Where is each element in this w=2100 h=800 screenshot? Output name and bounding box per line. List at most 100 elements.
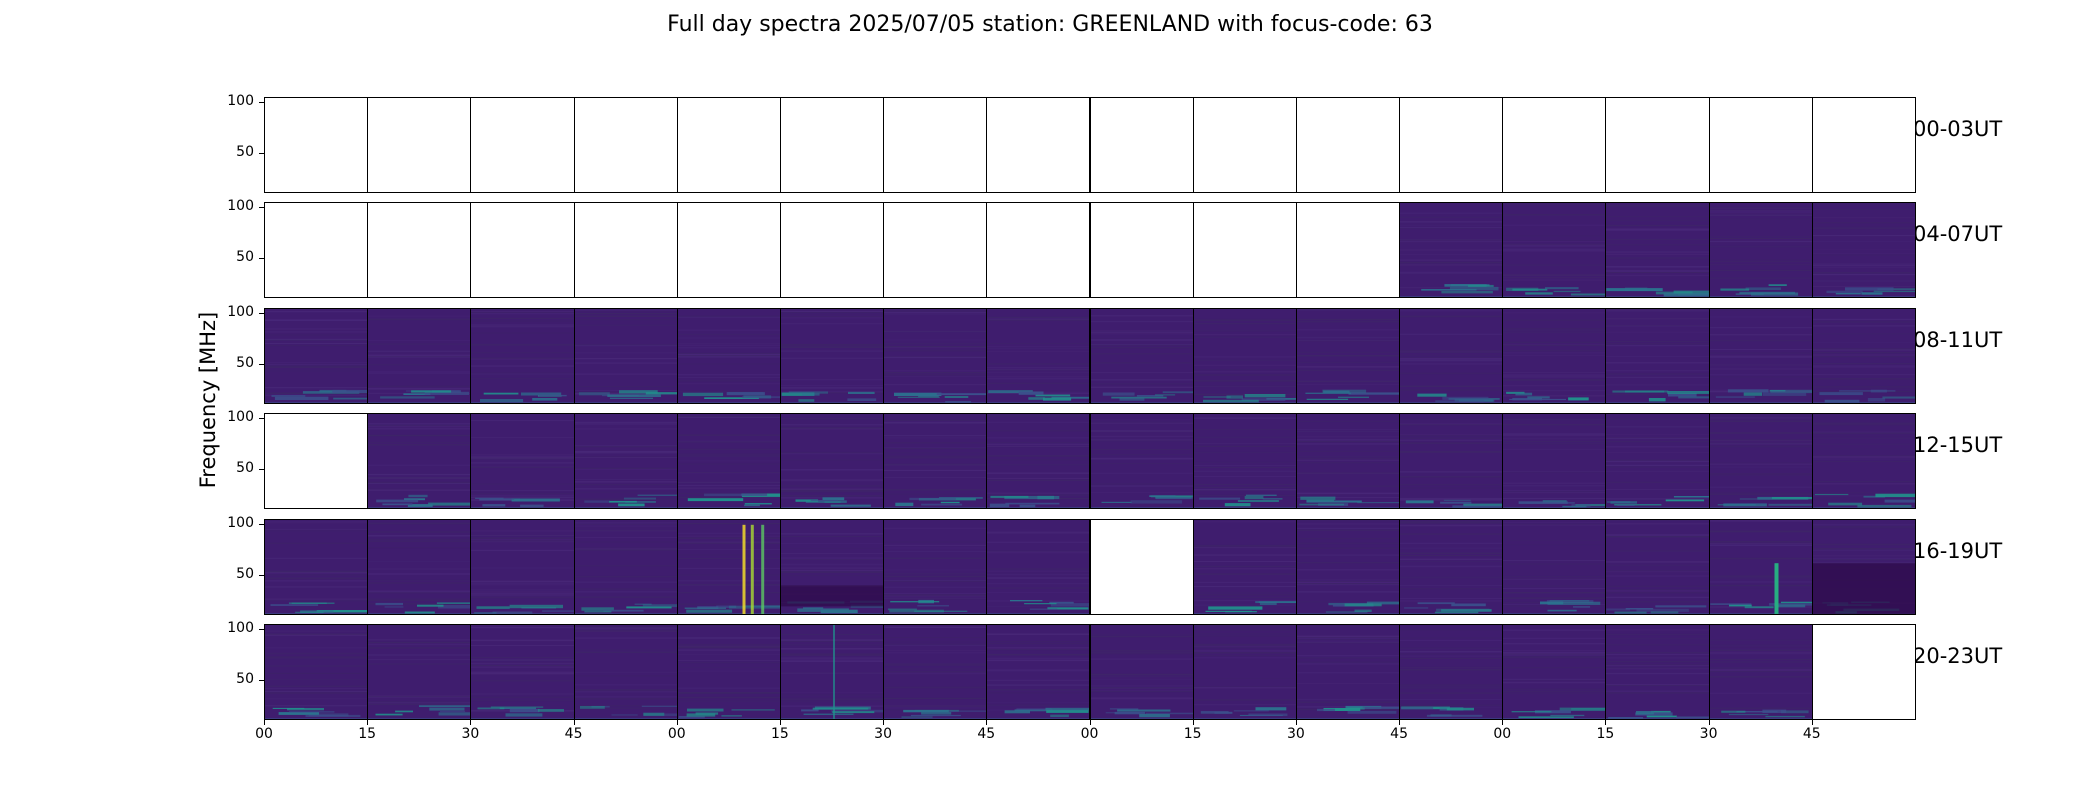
row-label: 00-03UT xyxy=(1913,117,2003,141)
x-tick-label: 15 xyxy=(1596,726,1615,742)
spectrum-heatmap xyxy=(1503,309,1606,403)
spectrum-heatmap xyxy=(574,520,677,614)
y-tick-label: 50 xyxy=(236,459,254,476)
spectrum-panel xyxy=(1192,413,1297,509)
spectrum-heatmap xyxy=(780,309,884,403)
spectrum-panel xyxy=(1089,308,1194,404)
spectrum-panel xyxy=(1605,202,1710,298)
x-tick-label: 30 xyxy=(1699,726,1718,742)
y-tick xyxy=(259,629,264,631)
spectrum-heatmap xyxy=(368,625,471,719)
x-tick-label: 30 xyxy=(461,726,480,742)
spectrum-panel xyxy=(1502,519,1607,615)
spectrum-heatmap xyxy=(1606,414,1709,508)
spectrum-heatmap xyxy=(1400,203,1503,297)
spectrum-heatmap xyxy=(368,520,471,614)
spectrum-heatmap xyxy=(987,414,1090,508)
spectrum-panel xyxy=(1811,519,1916,615)
spectrum-heatmap xyxy=(1193,309,1296,403)
spectrum-heatmap xyxy=(1812,414,1915,508)
empty-panel xyxy=(367,202,472,298)
x-tick xyxy=(1708,720,1710,725)
spectrum-heatmap xyxy=(1709,625,1812,719)
y-tick xyxy=(259,468,264,470)
spectrum-panel xyxy=(779,308,885,404)
spectrum-heatmap xyxy=(1503,625,1606,719)
empty-panel xyxy=(264,413,369,509)
spectrum-heatmap xyxy=(1606,309,1709,403)
spectrum-heatmap xyxy=(368,309,471,403)
spectrum-panel xyxy=(883,519,988,615)
spectrum-heatmap xyxy=(677,625,780,719)
x-tick xyxy=(1605,720,1607,725)
spectrum-heatmap xyxy=(471,414,574,508)
empty-panel xyxy=(1502,97,1607,193)
empty-panel xyxy=(676,202,781,298)
spectrum-heatmap xyxy=(987,625,1090,719)
spectrum-panel xyxy=(779,624,885,720)
spectrum-panel xyxy=(986,308,1091,404)
empty-panel xyxy=(1295,202,1401,298)
spectrum-panel xyxy=(367,413,472,509)
y-tick xyxy=(259,524,264,526)
spectrum-heatmap xyxy=(884,309,987,403)
row-label: 08-11UT xyxy=(1913,328,2003,352)
spectrum-heatmap xyxy=(1090,625,1193,719)
spectrum-heatmap xyxy=(677,309,780,403)
empty-panel xyxy=(1089,202,1194,298)
spectrum-heatmap xyxy=(265,520,368,614)
spectrum-heatmap xyxy=(780,414,884,508)
spectrum-panel xyxy=(1192,308,1297,404)
empty-panel xyxy=(779,97,885,193)
x-tick-label: 45 xyxy=(564,726,583,742)
x-tick-label: 30 xyxy=(1286,726,1305,742)
row-label: 12-15UT xyxy=(1913,433,2003,457)
spectrum-heatmap xyxy=(368,414,471,508)
empty-panel xyxy=(1089,97,1194,193)
y-tick-label: 100 xyxy=(227,198,254,215)
spectrum-heatmap xyxy=(471,625,574,719)
spectrum-panel xyxy=(1502,308,1607,404)
x-tick xyxy=(367,720,369,725)
empty-panel xyxy=(1605,97,1710,193)
row-label: 20-23UT xyxy=(1913,644,2003,668)
x-tick-label: 00 xyxy=(1493,726,1512,742)
spectrum-panel xyxy=(1399,413,1504,509)
spectrum-heatmap xyxy=(1812,203,1915,297)
spectrum-panel xyxy=(676,624,781,720)
chart-title: Full day spectra 2025/07/05 station: GRE… xyxy=(667,12,1433,37)
spectrum-panel xyxy=(1708,624,1813,720)
spectrum-panel xyxy=(573,519,678,615)
spectrum-panel xyxy=(264,519,369,615)
y-tick xyxy=(259,679,264,681)
x-tick xyxy=(1192,720,1194,725)
spectrum-heatmap xyxy=(574,625,677,719)
spectrum-panel xyxy=(1502,413,1607,509)
spectrum-panel xyxy=(1295,624,1401,720)
empty-panel xyxy=(367,97,472,193)
spectrum-heatmap xyxy=(1400,414,1503,508)
x-tick xyxy=(1399,720,1401,725)
spectrum-panel xyxy=(1708,519,1813,615)
spectrum-heatmap xyxy=(677,414,780,508)
y-tick xyxy=(259,418,264,420)
empty-panel xyxy=(470,202,575,298)
spectrum-panel xyxy=(1295,308,1401,404)
spectrum-heatmap xyxy=(1709,414,1812,508)
y-tick-label: 50 xyxy=(236,354,254,371)
y-tick xyxy=(259,313,264,315)
spectrum-panel xyxy=(367,308,472,404)
x-tick xyxy=(1502,720,1504,725)
spectrum-heatmap xyxy=(987,309,1090,403)
spectrum-panel xyxy=(470,413,575,509)
spectrum-panel xyxy=(1811,413,1916,509)
x-tick xyxy=(264,720,265,725)
x-tick-label: 00 xyxy=(255,726,273,742)
row-label: 04-07UT xyxy=(1913,222,2003,246)
empty-panel xyxy=(264,202,369,298)
x-tick xyxy=(779,720,781,725)
spectrum-panel xyxy=(1192,624,1297,720)
x-tick-label: 00 xyxy=(667,726,686,742)
spectrum-heatmap xyxy=(677,520,780,614)
spectrum-heatmap xyxy=(1296,520,1400,614)
